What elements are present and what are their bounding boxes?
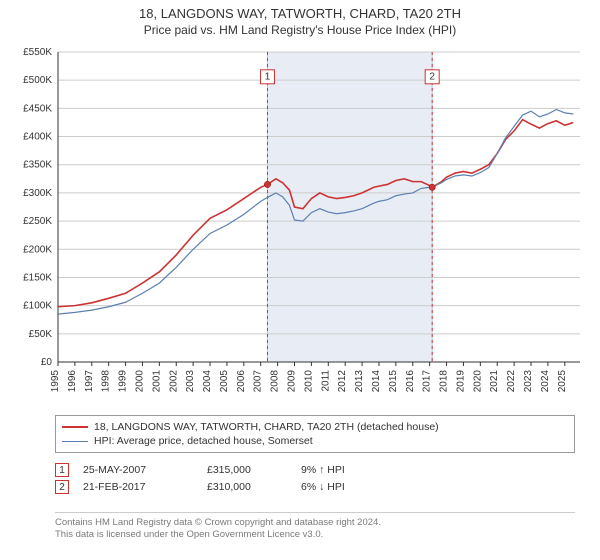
svg-text:1995: 1995 bbox=[50, 370, 61, 393]
legend-swatch-2 bbox=[62, 441, 88, 442]
svg-text:2019: 2019 bbox=[455, 370, 466, 393]
event-change: 6% ↓ HPI bbox=[301, 481, 401, 493]
svg-text:2008: 2008 bbox=[270, 370, 281, 393]
svg-text:2009: 2009 bbox=[287, 370, 298, 393]
svg-text:1996: 1996 bbox=[67, 370, 78, 393]
svg-text:£150K: £150K bbox=[23, 272, 52, 283]
event-date: 21-FEB-2017 bbox=[83, 481, 193, 493]
svg-text:£100K: £100K bbox=[23, 301, 52, 312]
svg-text:2017: 2017 bbox=[422, 370, 433, 393]
footer-line-2: This data is licensed under the Open Gov… bbox=[55, 529, 575, 541]
svg-text:1: 1 bbox=[265, 71, 271, 82]
svg-text:£400K: £400K bbox=[23, 132, 52, 143]
svg-text:2001: 2001 bbox=[151, 370, 162, 393]
chart-area: £0 £50K £100K £150K £200K £250K £300K £350K £400… bbox=[6, 44, 594, 404]
chart-svg: £0 £50K £100K £150K £200K £250K £300K £350K £400… bbox=[6, 44, 594, 404]
event-marker-icon: 2 bbox=[55, 480, 69, 494]
svg-text:2002: 2002 bbox=[168, 370, 179, 393]
svg-text:£250K: £250K bbox=[23, 216, 52, 227]
svg-text:2020: 2020 bbox=[472, 370, 483, 393]
svg-text:£500K: £500K bbox=[23, 75, 52, 86]
legend-label-2: HPI: Average price, detached house, Some… bbox=[94, 434, 313, 448]
svg-text:£350K: £350K bbox=[23, 160, 52, 171]
title-address: 18, LANGDONS WAY, TATWORTH, CHARD, TA20 … bbox=[0, 6, 600, 21]
footer: Contains HM Land Registry data © Crown c… bbox=[55, 512, 575, 542]
event-price: £310,000 bbox=[207, 481, 287, 493]
svg-text:2000: 2000 bbox=[134, 370, 145, 393]
svg-text:£50K: £50K bbox=[29, 329, 53, 340]
svg-text:2024: 2024 bbox=[540, 370, 551, 393]
legend-label-1: 18, LANGDONS WAY, TATWORTH, CHARD, TA20 … bbox=[94, 420, 439, 434]
event-row: 1 25-MAY-2007 £315,000 9% ↑ HPI bbox=[55, 463, 575, 477]
svg-text:2022: 2022 bbox=[506, 370, 517, 393]
svg-text:1997: 1997 bbox=[84, 370, 95, 393]
svg-text:£200K: £200K bbox=[23, 244, 52, 255]
svg-text:1999: 1999 bbox=[118, 370, 129, 393]
svg-text:2025: 2025 bbox=[557, 370, 568, 393]
legend-row-1: 18, LANGDONS WAY, TATWORTH, CHARD, TA20 … bbox=[62, 420, 568, 434]
svg-text:£300K: £300K bbox=[23, 188, 52, 199]
legend: 18, LANGDONS WAY, TATWORTH, CHARD, TA20 … bbox=[55, 415, 575, 453]
svg-text:£550K: £550K bbox=[23, 47, 52, 58]
svg-text:2011: 2011 bbox=[320, 370, 331, 392]
event-row: 2 21-FEB-2017 £310,000 6% ↓ HPI bbox=[55, 480, 575, 494]
svg-text:2004: 2004 bbox=[202, 370, 213, 393]
svg-text:2014: 2014 bbox=[371, 370, 382, 393]
svg-text:2015: 2015 bbox=[388, 370, 399, 393]
svg-text:2006: 2006 bbox=[236, 370, 247, 393]
svg-text:£450K: £450K bbox=[23, 103, 52, 114]
svg-text:2023: 2023 bbox=[523, 370, 534, 393]
titles: 18, LANGDONS WAY, TATWORTH, CHARD, TA20 … bbox=[0, 0, 600, 37]
svg-text:2021: 2021 bbox=[489, 370, 500, 393]
title-subtitle: Price paid vs. HM Land Registry's House … bbox=[0, 23, 600, 37]
event-change: 9% ↑ HPI bbox=[301, 464, 401, 476]
footer-line-1: Contains HM Land Registry data © Crown c… bbox=[55, 517, 575, 529]
chart-container: 18, LANGDONS WAY, TATWORTH, CHARD, TA20 … bbox=[0, 0, 600, 560]
svg-text:£0: £0 bbox=[41, 357, 53, 368]
svg-text:2012: 2012 bbox=[337, 370, 348, 393]
svg-text:2003: 2003 bbox=[185, 370, 196, 393]
event-date: 25-MAY-2007 bbox=[83, 464, 193, 476]
svg-text:2013: 2013 bbox=[354, 370, 365, 393]
svg-text:2010: 2010 bbox=[303, 370, 314, 393]
legend-row-2: HPI: Average price, detached house, Some… bbox=[62, 434, 568, 448]
svg-text:2016: 2016 bbox=[405, 370, 416, 393]
svg-text:2018: 2018 bbox=[439, 370, 450, 393]
svg-text:2: 2 bbox=[429, 71, 435, 82]
svg-text:1998: 1998 bbox=[101, 370, 112, 393]
svg-text:2007: 2007 bbox=[253, 370, 264, 393]
svg-text:2005: 2005 bbox=[219, 370, 230, 393]
event-price: £315,000 bbox=[207, 464, 287, 476]
events-table: 1 25-MAY-2007 £315,000 9% ↑ HPI 2 21-FEB… bbox=[55, 460, 575, 497]
event-marker-icon: 1 bbox=[55, 463, 69, 477]
legend-swatch-1 bbox=[62, 426, 88, 428]
